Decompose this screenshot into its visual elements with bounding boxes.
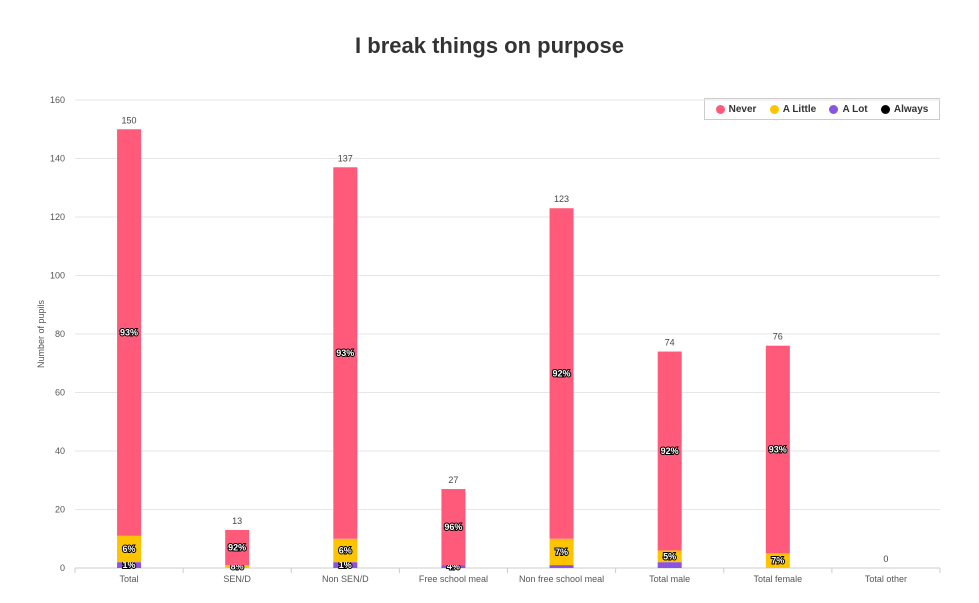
bar-never-2 — [333, 167, 358, 539]
y-tick-label-60: 60 — [55, 388, 65, 398]
bar-never-5 — [657, 351, 682, 551]
y-tick-label-20: 20 — [55, 505, 65, 515]
x-tick-label-6: Total female — [754, 574, 803, 584]
data-label-never-3: 96% — [444, 522, 462, 532]
legend-item-always[interactable]: Always — [880, 103, 929, 115]
total-label-4: 123 — [554, 194, 569, 204]
legend-item-never[interactable]: Never — [715, 103, 757, 115]
x-tick-label-3: Free school meal — [419, 574, 488, 584]
legend-swatch-a-lot — [829, 104, 839, 114]
total-label-3: 27 — [448, 475, 458, 485]
legend-swatch-never — [715, 104, 725, 114]
data-label-never-6: 93% — [769, 445, 787, 455]
bar-a-little-1 — [225, 565, 250, 568]
legend-label-a-little: A Little — [782, 103, 817, 115]
data-label-a-little-5: 5% — [663, 551, 676, 561]
y-tick-label-140: 140 — [50, 154, 65, 164]
total-label-1: 13 — [232, 516, 242, 526]
y-tick-label-120: 120 — [50, 212, 65, 222]
data-label-a-little-2: 6% — [339, 545, 352, 555]
bar-never-0 — [117, 129, 142, 536]
y-tick-label-0: 0 — [60, 563, 65, 573]
total-label-5: 74 — [665, 338, 675, 348]
data-label-never-0: 93% — [120, 328, 138, 338]
chart-title: I break things on purpose — [355, 33, 624, 58]
data-label-a-little-6: 7% — [771, 556, 784, 566]
data-label-a-little-4: 7% — [555, 547, 568, 557]
bar-never-3 — [441, 489, 466, 566]
x-tick-label-4: Non free school meal — [519, 574, 604, 584]
legend-swatch-a-little — [769, 104, 779, 114]
x-tick-label-1: SEN/D — [223, 574, 251, 584]
bar-a-little-2 — [333, 538, 358, 563]
bar-a-little-5 — [657, 550, 682, 563]
legend-label-a-lot: A Lot — [842, 103, 868, 115]
legend-label-always: Always — [893, 103, 929, 115]
data-label-never-2: 93% — [336, 348, 354, 358]
x-tick-label-7: Total other — [865, 574, 907, 584]
bar-a-lot-3 — [441, 565, 466, 568]
x-tick-label-2: Non SEN/D — [322, 574, 369, 584]
bar-a-lot-0 — [117, 562, 142, 568]
bar-a-little-0 — [117, 535, 142, 563]
legend-label-never: Never — [728, 103, 757, 115]
bar-a-lot-2 — [333, 562, 358, 568]
total-label-7: 0 — [883, 554, 888, 564]
y-tick-label-80: 80 — [55, 329, 65, 339]
data-label-never-5: 92% — [661, 446, 679, 456]
x-tick-label-5: Total male — [649, 574, 690, 584]
y-tick-label-40: 40 — [55, 446, 65, 456]
data-label-never-1: 92% — [228, 543, 246, 553]
y-tick-label-160: 160 — [50, 95, 65, 105]
y-tick-label-100: 100 — [50, 271, 65, 281]
x-tick-label-0: Total — [120, 574, 139, 584]
y-axis-label: Number of pupils — [36, 299, 46, 368]
bar-a-lot-5 — [657, 562, 682, 568]
total-label-0: 150 — [122, 115, 137, 125]
total-label-2: 137 — [338, 153, 353, 163]
data-label-never-4: 92% — [553, 368, 571, 378]
total-label-6: 76 — [773, 332, 783, 342]
legend-item-a-lot[interactable]: A Lot — [829, 103, 868, 115]
bar-never-4 — [549, 208, 574, 539]
bar-never-1 — [225, 529, 250, 566]
legend-item-a-little[interactable]: A Little — [769, 103, 817, 115]
bar-a-little-6 — [765, 553, 790, 568]
bar-a-lot-4 — [549, 565, 574, 568]
legend-swatch-always — [880, 104, 890, 114]
data-label-a-little-0: 6% — [123, 544, 136, 554]
bar-never-6 — [765, 345, 790, 554]
bar-a-little-4 — [549, 538, 574, 566]
legend: Never A Little A Lot Always — [704, 98, 940, 120]
